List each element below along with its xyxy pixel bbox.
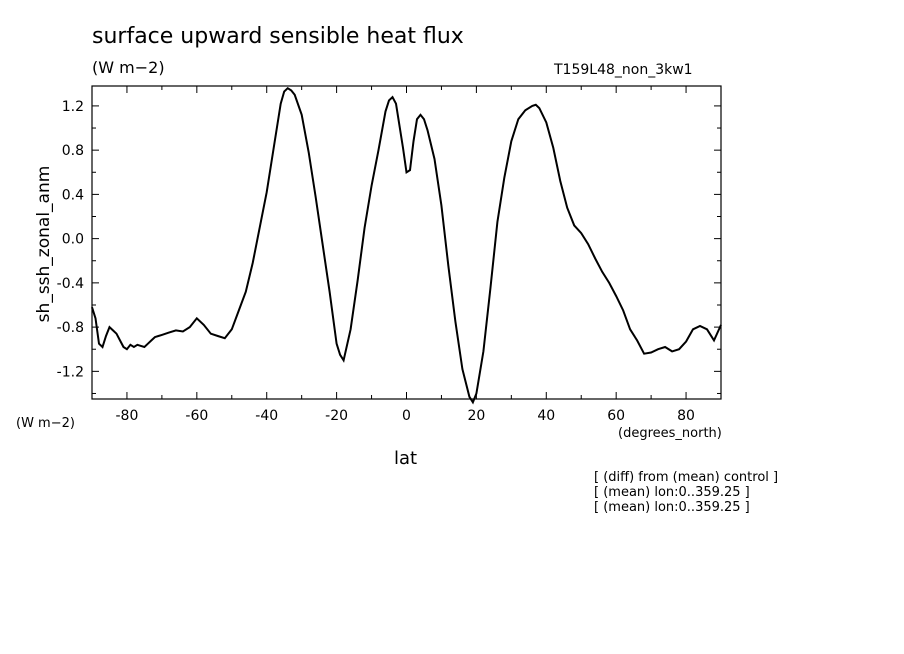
- y-tick-label: -0.8: [57, 320, 84, 336]
- y-axis-units: (W m−2): [16, 416, 75, 431]
- title-units: (W m−2): [92, 58, 165, 77]
- note-line: [ (mean) lon:0..359.25 ]: [594, 485, 750, 500]
- x-tick-label: 20: [467, 408, 485, 424]
- axis-tick-labels: -80 -60 -40 -20 0 20 40 60 80 -1.2 -0.8 -0.4 0.0 0.4 0…: [57, 99, 695, 424]
- chart-title: surface upward sensible heat flux: [92, 24, 464, 49]
- x-tick-label: 0: [402, 408, 411, 424]
- axis-ticks: [91, 86, 722, 399]
- x-tick-label: 80: [677, 408, 695, 424]
- y-tick-label: -1.2: [57, 364, 84, 380]
- series-line: [91, 86, 722, 405]
- y-tick-label: 0.4: [62, 187, 84, 203]
- x-axis-units: (degrees_north): [618, 426, 722, 441]
- x-tick-label: -60: [185, 408, 208, 424]
- chart-notes: [ (diff) from (mean) control ] [ (mean) …: [594, 470, 778, 515]
- x-tick-label: -20: [325, 408, 348, 424]
- x-tick-label: 40: [537, 408, 555, 424]
- y-tick-label: -0.4: [57, 276, 84, 292]
- note-line: [ (mean) lon:0..359.25 ]: [594, 500, 750, 515]
- x-axis-label: lat: [394, 448, 418, 469]
- note-line: [ (diff) from (mean) control ]: [594, 470, 779, 485]
- y-tick-label: 0.0: [62, 232, 84, 248]
- y-tick-label: 0.8: [62, 143, 84, 159]
- x-tick-label: -80: [116, 408, 139, 424]
- y-tick-label: 1.2: [62, 99, 84, 115]
- plot-frame: [91, 85, 722, 400]
- x-tick-label: -40: [255, 408, 278, 424]
- x-tick-label: 60: [607, 408, 625, 424]
- case-label: T159L48_non_3kw1: [554, 62, 693, 78]
